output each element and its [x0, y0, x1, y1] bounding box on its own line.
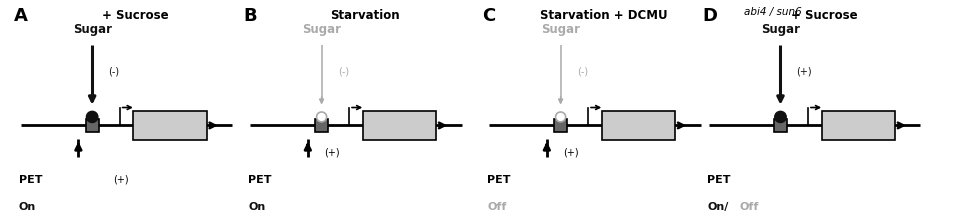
Bar — [134, 111, 206, 140]
Text: (+): (+) — [563, 147, 578, 157]
Text: (+): (+) — [796, 67, 813, 77]
Text: (-): (-) — [576, 67, 588, 77]
Text: PET: PET — [488, 175, 511, 185]
Text: PET: PET — [19, 175, 42, 185]
Circle shape — [774, 111, 786, 123]
Text: On: On — [19, 202, 36, 212]
Circle shape — [86, 111, 98, 123]
Text: abi4 / sun6: abi4 / sun6 — [744, 7, 801, 17]
Text: Sugar: Sugar — [541, 23, 580, 36]
Text: (-): (-) — [108, 67, 120, 77]
Circle shape — [555, 112, 566, 122]
Text: Sugar: Sugar — [73, 23, 112, 36]
Bar — [363, 111, 436, 140]
Text: A: A — [14, 7, 28, 25]
Text: On/: On/ — [707, 202, 728, 212]
Text: B: B — [244, 7, 257, 25]
Text: PET: PET — [249, 175, 272, 185]
Text: D: D — [703, 7, 717, 25]
Bar — [315, 119, 328, 132]
Bar — [86, 119, 98, 132]
Bar — [774, 119, 787, 132]
Bar — [602, 111, 675, 140]
Text: + Sucrose: + Sucrose — [102, 9, 169, 22]
Bar — [822, 111, 895, 140]
Text: Starvation + DCMU: Starvation + DCMU — [540, 9, 668, 22]
Bar — [554, 119, 567, 132]
Text: (+): (+) — [324, 147, 339, 157]
Text: (-): (-) — [337, 67, 349, 77]
Text: On: On — [249, 202, 266, 212]
Text: Off: Off — [739, 202, 758, 212]
Text: (+): (+) — [113, 175, 128, 185]
Circle shape — [316, 112, 327, 122]
Text: PET: PET — [707, 175, 730, 185]
Text: Sugar: Sugar — [761, 23, 800, 36]
Text: + Sucrose: + Sucrose — [791, 9, 858, 22]
Text: C: C — [483, 7, 496, 25]
Text: Starvation: Starvation — [331, 9, 400, 22]
Text: Sugar: Sugar — [302, 23, 341, 36]
Text: Off: Off — [488, 202, 507, 212]
